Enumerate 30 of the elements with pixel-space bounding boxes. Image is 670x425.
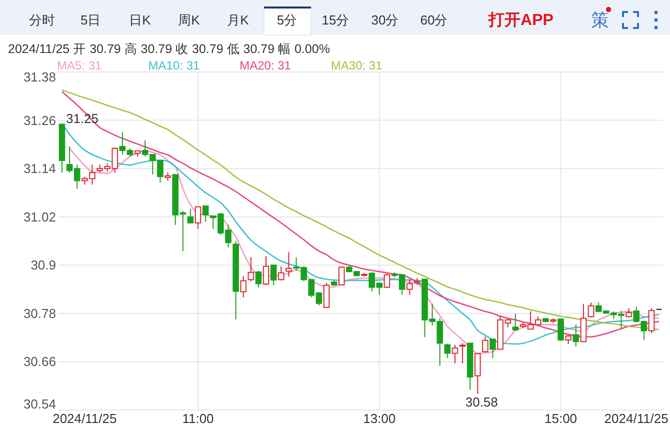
y-tick-label: 31.14 [23, 161, 56, 176]
x-tick-label: 2024/11/25 [52, 411, 117, 425]
chart-subtitle: 2024/11/25 开 30.79 高 30.79 收 30.79 低 30.79 幅 0.00% [8, 41, 330, 56]
y-tick-label: 30.66 [23, 354, 56, 370]
text: MA5: 31 [57, 58, 102, 72]
text: 60分 [420, 12, 448, 28]
x-tick-label: 13:00 [363, 411, 396, 425]
x-tick-label: 2024/11/25 [604, 411, 668, 425]
y-tick-label: 30.78 [23, 306, 56, 321]
y-tick-label: 30.54 [23, 396, 56, 412]
text: 5日 [80, 12, 101, 28]
x-tick-label: 11:00 [182, 411, 214, 425]
text: MA30: 31 [330, 58, 383, 72]
text: 周K [178, 12, 200, 28]
text: MA10: 31 [148, 58, 200, 72]
text: 月K [227, 12, 250, 28]
text: MA20: 31 [240, 58, 292, 72]
annotation: 30.58 [465, 394, 498, 410]
text: 日K [129, 12, 152, 28]
y-tick-label: 30.9 [30, 258, 56, 273]
text: 5分 [276, 12, 298, 28]
y-tick-label: 31.02 [23, 209, 56, 224]
y-tick-label: 31.26 [23, 112, 56, 128]
y-tick-label: 31.38 [23, 70, 56, 84]
x-tick-label: 15:00 [544, 411, 578, 425]
text: 15分 [322, 12, 350, 28]
text: 策 [591, 10, 609, 30]
text: 打开APP [488, 11, 554, 29]
text: 30分 [371, 12, 399, 28]
text: 分时 [29, 12, 55, 28]
